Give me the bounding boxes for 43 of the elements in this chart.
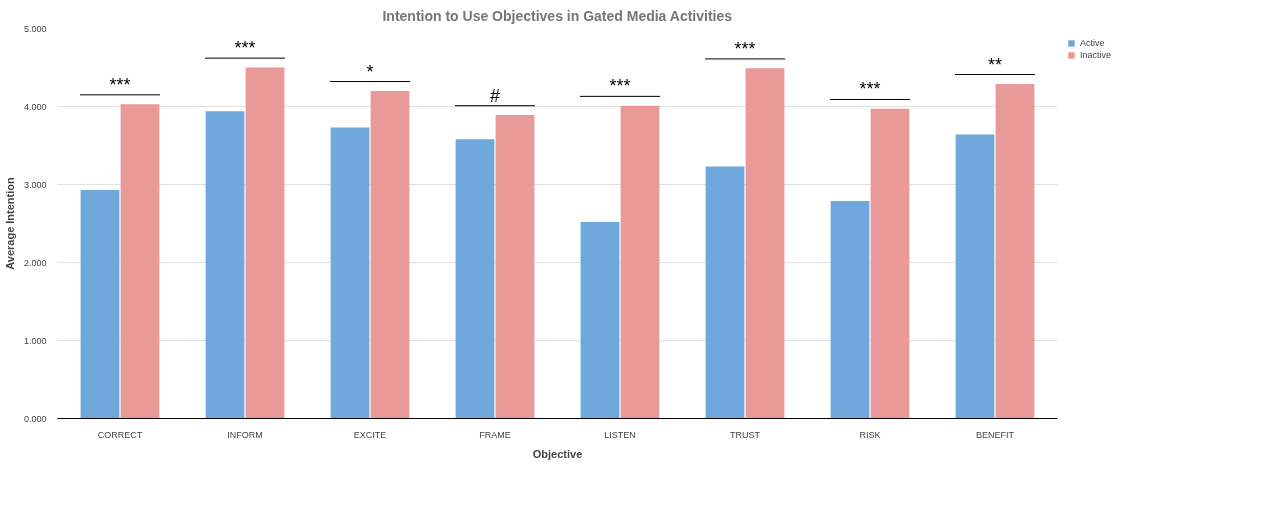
bar bbox=[955, 134, 995, 419]
y-axis-title: Average Intention bbox=[3, 176, 16, 270]
bar bbox=[205, 111, 245, 419]
bar bbox=[370, 90, 410, 419]
x-tick-label: LISTEN bbox=[604, 429, 636, 440]
bar bbox=[80, 189, 120, 419]
bar bbox=[830, 200, 870, 419]
annotation: ** bbox=[988, 54, 1003, 75]
annotation: *** bbox=[859, 79, 881, 100]
legend-label: Active bbox=[1080, 38, 1105, 48]
bar bbox=[495, 115, 535, 419]
bar bbox=[245, 67, 285, 419]
y-tick-label: 3.000 bbox=[23, 179, 47, 190]
bar bbox=[745, 68, 785, 419]
x-tick-label: EXCITE bbox=[353, 429, 387, 440]
bar bbox=[705, 166, 745, 419]
bar bbox=[120, 104, 160, 419]
y-tick-label: 1.000 bbox=[23, 335, 47, 346]
x-tick-label: FRAME bbox=[479, 429, 511, 440]
chart-title: Intention to Use Objectives in Gated Media Activities bbox=[382, 7, 733, 24]
bar bbox=[330, 127, 370, 419]
annotation: *** bbox=[234, 38, 256, 59]
x-tick-label: BENEFIT bbox=[976, 429, 1015, 440]
x-axis-title: Objective bbox=[532, 447, 583, 460]
y-tick-label: 0.000 bbox=[23, 413, 47, 424]
y-tick-label: 4.000 bbox=[23, 101, 47, 112]
annotation: *** bbox=[609, 76, 631, 97]
x-tick-label: INFORM bbox=[227, 429, 263, 440]
annotation: * bbox=[366, 61, 374, 82]
annotation: # bbox=[489, 85, 501, 106]
bar bbox=[620, 105, 660, 419]
y-tick-label: 2.000 bbox=[23, 257, 47, 268]
legend-label: Inactive bbox=[1080, 50, 1112, 60]
x-tick-label: TRUST bbox=[730, 429, 761, 440]
bar bbox=[870, 108, 910, 419]
y-tick-label: 5.000 bbox=[23, 23, 47, 34]
annotation: *** bbox=[109, 74, 131, 95]
bar bbox=[995, 83, 1035, 419]
x-tick-label: CORRECT bbox=[97, 429, 143, 440]
x-tick-label: RISK bbox=[859, 429, 881, 440]
annotation: *** bbox=[734, 38, 756, 59]
bar bbox=[455, 139, 495, 419]
bar bbox=[580, 221, 620, 419]
